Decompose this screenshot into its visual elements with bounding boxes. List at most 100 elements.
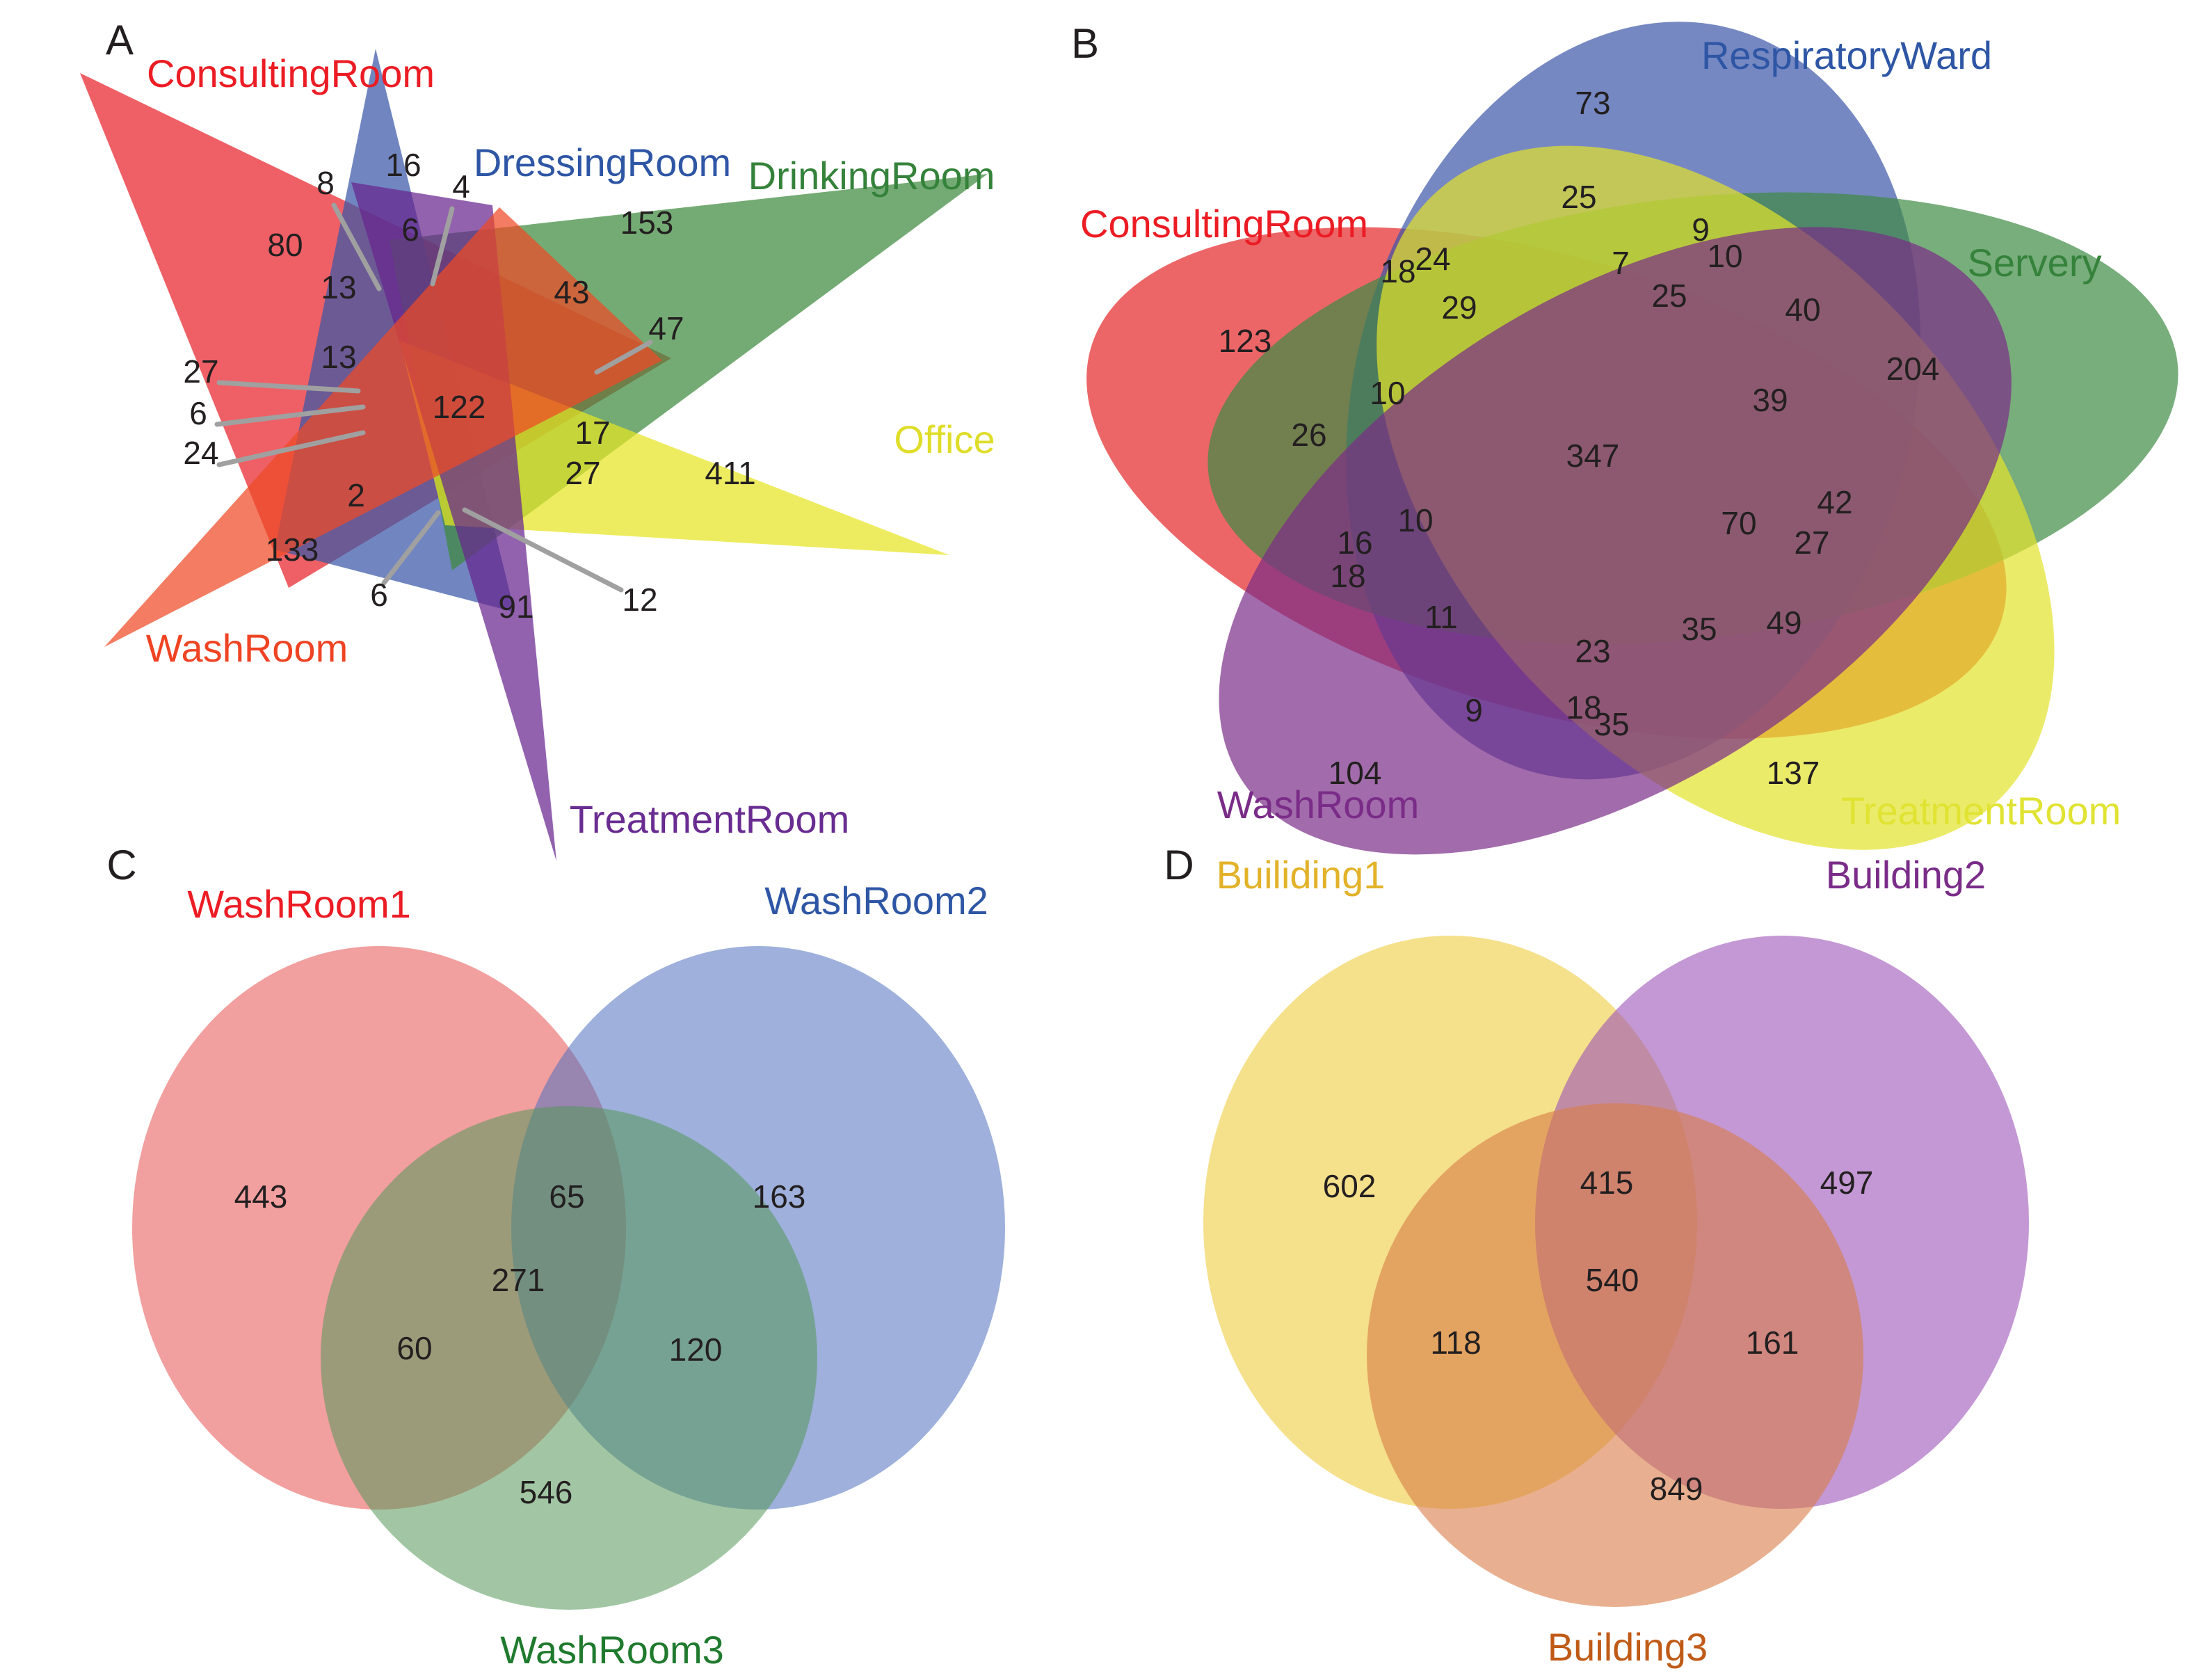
region-value: 24 bbox=[183, 435, 218, 471]
region-value: 17 bbox=[575, 415, 610, 451]
panel-a-shapes bbox=[80, 49, 988, 861]
region-value: 27 bbox=[183, 353, 218, 390]
region-value: 123 bbox=[1219, 323, 1272, 359]
region-value: 122 bbox=[433, 389, 486, 425]
region-value: 60 bbox=[396, 1330, 432, 1366]
washroom-set-label: WashRoom bbox=[146, 626, 348, 670]
region-value: 11 bbox=[1424, 599, 1458, 635]
leader-line bbox=[462, 507, 624, 593]
region-value: 47 bbox=[648, 310, 684, 346]
region-value: 118 bbox=[1430, 1325, 1481, 1361]
region-value: 18 bbox=[1380, 253, 1415, 289]
washroom-set-shape bbox=[1219, 227, 2012, 855]
region-value: 849 bbox=[1650, 1471, 1703, 1507]
region-value: 70 bbox=[1721, 505, 1756, 541]
consultingroom-set-label: ConsultingRoom bbox=[147, 51, 435, 95]
region-value: 10 bbox=[1370, 375, 1405, 411]
office-set-label: Office bbox=[894, 417, 995, 461]
leader-line bbox=[381, 510, 441, 586]
drinkingroom-set-label: DrinkingRoom bbox=[748, 154, 995, 198]
panel-letter-c: C bbox=[106, 842, 136, 888]
region-value: 24 bbox=[1415, 241, 1450, 277]
region-value: 80 bbox=[267, 227, 303, 263]
region-value: 204 bbox=[1886, 351, 1940, 387]
region-value: 163 bbox=[753, 1178, 806, 1215]
region-value: 42 bbox=[1817, 484, 1852, 520]
leader-line bbox=[214, 404, 366, 427]
washroom3-set-label: WashRoom3 bbox=[500, 1628, 724, 1672]
region-value: 18 bbox=[1566, 689, 1601, 726]
region-value: 73 bbox=[1575, 85, 1610, 121]
region-value: 540 bbox=[1586, 1262, 1639, 1298]
servery-set-label: Servery bbox=[1968, 241, 2102, 285]
region-value: 10 bbox=[1397, 502, 1433, 538]
region-value: 153 bbox=[620, 205, 674, 241]
region-value: 25 bbox=[1651, 278, 1687, 314]
region-value: 35 bbox=[1594, 706, 1629, 742]
region-value: 271 bbox=[492, 1262, 545, 1298]
panel-letter-b: B bbox=[1071, 20, 1099, 67]
region-value: 2 bbox=[347, 477, 365, 513]
panel-letter-a: A bbox=[106, 17, 134, 63]
panel-b-shapes bbox=[1086, 22, 2178, 855]
region-value: 104 bbox=[1329, 755, 1382, 791]
region-value: 35 bbox=[1681, 611, 1717, 647]
building2-set-label: Building2 bbox=[1826, 853, 1986, 897]
region-value: 12 bbox=[622, 582, 657, 618]
panel-c: 443 65 163 271 60 120 546 WashRoom1 WashRoom2 Was… bbox=[106, 842, 1005, 1672]
building3-set-label: Building3 bbox=[1548, 1625, 1708, 1669]
region-value: 497 bbox=[1820, 1165, 1874, 1201]
region-value: 65 bbox=[549, 1178, 584, 1215]
respiratoryward-set-label: RespiratoryWard bbox=[1701, 33, 1992, 77]
region-value: 49 bbox=[1766, 605, 1801, 641]
leader-line bbox=[331, 202, 382, 291]
washroom-set-label: WashRoom bbox=[1217, 783, 1419, 826]
building3-set-shape bbox=[1367, 1103, 1863, 1607]
consultingroom-set-label: ConsultingRoom bbox=[1080, 202, 1368, 246]
region-value: 443 bbox=[234, 1178, 288, 1215]
region-value: 40 bbox=[1785, 291, 1820, 328]
region-value: 602 bbox=[1323, 1168, 1377, 1204]
region-value: 27 bbox=[1794, 525, 1829, 561]
region-value: 25 bbox=[1561, 179, 1596, 215]
region-value: 13 bbox=[321, 269, 356, 305]
washroom2-set-label: WashRoom2 bbox=[764, 879, 988, 922]
leader-line bbox=[216, 430, 366, 467]
panel-c-shapes bbox=[132, 946, 1005, 1610]
region-value: 347 bbox=[1566, 438, 1620, 474]
region-value: 13 bbox=[321, 339, 356, 375]
region-value: 7 bbox=[1612, 245, 1630, 281]
leader-line bbox=[216, 380, 361, 394]
region-value: 26 bbox=[1291, 417, 1326, 453]
region-value: 16 bbox=[1337, 525, 1372, 561]
region-value: 6 bbox=[401, 211, 419, 248]
region-value: 23 bbox=[1575, 633, 1610, 669]
region-value: 91 bbox=[498, 589, 533, 625]
dressingroom-set-label: DressingRoom bbox=[474, 141, 731, 184]
region-value: 133 bbox=[266, 531, 319, 568]
washroom3-set-shape bbox=[321, 1106, 817, 1610]
region-value: 29 bbox=[1441, 289, 1477, 326]
region-value: 546 bbox=[520, 1474, 573, 1510]
region-value: 137 bbox=[1767, 755, 1820, 791]
region-value: 6 bbox=[370, 577, 388, 613]
panel-d-shapes bbox=[1203, 936, 2029, 1607]
region-value: 10 bbox=[1707, 238, 1742, 274]
region-value: 9 bbox=[1692, 211, 1710, 248]
region-value: 16 bbox=[385, 147, 421, 183]
region-value: 415 bbox=[1580, 1165, 1634, 1201]
leader-line bbox=[594, 339, 653, 375]
leader-line bbox=[430, 206, 455, 287]
region-value: 9 bbox=[1465, 692, 1483, 728]
region-value: 8 bbox=[316, 165, 335, 201]
washroom-set-shape bbox=[104, 207, 662, 647]
region-value: 39 bbox=[1752, 382, 1788, 418]
region-value: 4 bbox=[452, 168, 470, 205]
region-value: 120 bbox=[669, 1331, 723, 1368]
treatmentroom-set-label: TreatmentRoom bbox=[1841, 789, 2121, 833]
region-value: 161 bbox=[1746, 1325, 1799, 1361]
region-value: 411 bbox=[705, 455, 755, 491]
